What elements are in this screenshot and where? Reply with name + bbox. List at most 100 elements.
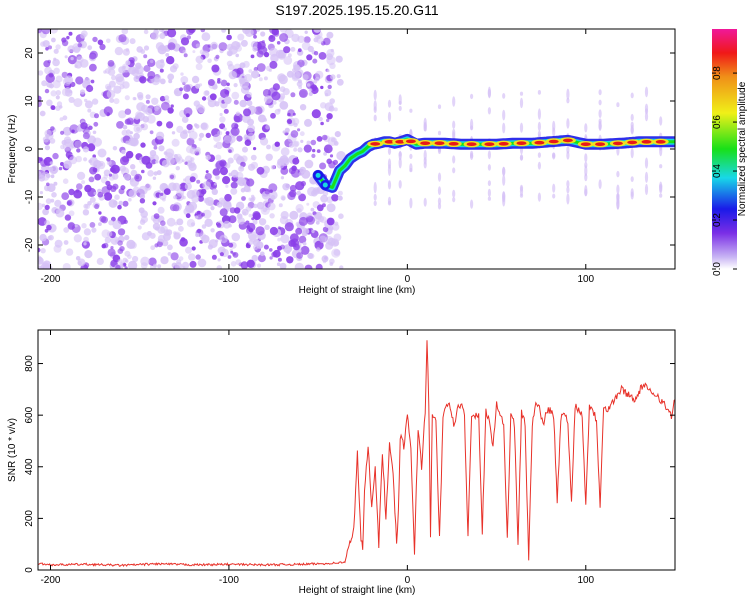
noise-speckle	[240, 261, 249, 269]
noise-speckle	[129, 131, 133, 135]
noise-speckle	[123, 219, 128, 224]
colorbar-ticks: 0.0 0.2 0.4 0.6 0.8	[712, 66, 737, 276]
noise-speckle	[237, 33, 245, 41]
streak-speckle	[659, 193, 663, 198]
noise-speckle	[117, 240, 123, 246]
noise-speckle	[242, 211, 247, 215]
noise-speckle	[40, 171, 50, 181]
noise-speckle	[230, 187, 238, 195]
noise-speckle	[82, 209, 90, 216]
noise-speckle	[86, 84, 94, 93]
colorbar-tick-label: 0.0	[712, 262, 723, 276]
noise-speckle	[278, 93, 286, 100]
streak-speckle	[566, 97, 570, 104]
snr-x-tick-label: 0	[405, 575, 411, 586]
noise-speckle	[181, 261, 190, 269]
noise-speckle	[280, 176, 285, 180]
snr-x-tick-label: 100	[577, 575, 594, 586]
noise-speckle	[153, 145, 158, 150]
noise-speckle	[246, 100, 253, 107]
noise-speckle	[329, 98, 336, 104]
noise-speckle	[322, 134, 328, 141]
noise-speckle	[207, 98, 217, 108]
noise-speckle	[102, 242, 109, 249]
noise-speckle	[128, 189, 137, 198]
noise-speckle	[276, 161, 285, 169]
noise-speckle	[337, 195, 343, 201]
noise-speckle	[316, 149, 321, 154]
noise-speckle	[182, 129, 188, 135]
noise-speckle	[76, 148, 81, 153]
noise-speckle	[117, 204, 122, 210]
noise-speckle	[324, 102, 334, 111]
noise-speckle	[124, 250, 131, 257]
noise-speckle	[41, 29, 51, 35]
noise-speckle	[199, 132, 205, 138]
streak-speckle	[630, 176, 634, 183]
noise-speckle	[213, 134, 221, 142]
noise-speckle	[316, 204, 324, 212]
noise-speckle	[189, 176, 196, 183]
noise-speckle	[251, 196, 256, 201]
streak-speckle	[659, 116, 663, 126]
noise-speckle	[284, 127, 290, 133]
colorbar-tick-label: 0.4	[712, 164, 723, 178]
noise-speckle	[124, 108, 132, 115]
noise-speckle	[93, 191, 97, 195]
noise-speckle	[312, 58, 318, 64]
noise-speckle	[172, 204, 180, 212]
noise-speckle	[225, 184, 229, 188]
noise-speckle	[161, 101, 170, 111]
noise-speckle	[103, 169, 111, 177]
noise-speckle	[70, 56, 74, 61]
noise-speckle	[289, 189, 297, 198]
noise-speckle	[97, 39, 104, 46]
noise-speckle	[235, 111, 241, 116]
noise-speckle	[55, 90, 61, 96]
noise-speckle	[280, 147, 290, 157]
noise-speckle	[270, 165, 276, 170]
noise-speckle	[146, 114, 156, 124]
snr-x-tick-label: -200	[40, 575, 60, 586]
noise-speckle	[92, 36, 98, 43]
noise-speckle	[96, 257, 104, 265]
noise-speckle	[338, 213, 344, 219]
noise-speckle	[54, 239, 63, 248]
noise-speckle	[108, 173, 113, 177]
noise-speckle	[216, 201, 223, 208]
noise-speckle	[219, 116, 226, 123]
track-hot-spot-core	[395, 140, 406, 144]
noise-speckle	[286, 250, 291, 254]
noise-speckle	[109, 167, 115, 173]
noise-speckle	[147, 71, 156, 79]
noise-speckle	[296, 190, 302, 196]
noise-speckle	[195, 232, 200, 238]
streak-speckle	[387, 147, 392, 155]
streak-speckle	[598, 179, 602, 190]
noise-speckle	[246, 259, 255, 268]
noise-speckle	[283, 46, 291, 54]
streak-speckle	[387, 180, 392, 190]
noise-speckle	[252, 219, 258, 225]
noise-speckle	[118, 34, 127, 43]
noise-speckle	[330, 74, 336, 80]
noise-speckle	[201, 234, 210, 244]
noise-speckle	[55, 95, 60, 100]
noise-speckle	[152, 176, 157, 180]
noise-speckle	[207, 44, 211, 48]
noise-speckle	[191, 246, 196, 251]
noise-speckle	[45, 46, 49, 51]
noise-speckle	[188, 201, 198, 211]
noise-speckle	[246, 178, 255, 187]
noise-speckle	[331, 194, 339, 202]
streak-speckle	[616, 170, 620, 178]
spectrogram-x-axis-label: Height of straight line (km)	[299, 285, 416, 296]
streak-speckle	[630, 121, 634, 129]
noise-speckle	[156, 131, 165, 140]
noise-speckle	[151, 159, 157, 165]
noise-speckle	[269, 60, 278, 69]
noise-speckle	[167, 244, 173, 251]
noise-speckle	[311, 153, 316, 158]
noise-speckle	[257, 41, 266, 50]
noise-speckle	[298, 216, 308, 226]
